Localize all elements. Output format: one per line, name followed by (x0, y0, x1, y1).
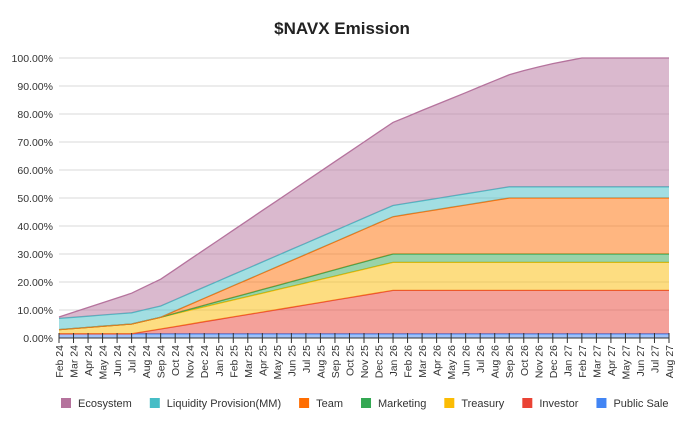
y-tick-label: 0.00% (23, 333, 53, 345)
y-tick-label: 100.00% (12, 53, 53, 65)
x-tick-label: Jan 26 (388, 345, 400, 377)
x-tick-label: Sep 25 (330, 345, 342, 378)
x-tick-label: Mar 27 (591, 345, 603, 378)
legend-label: Public Sale (613, 398, 668, 410)
x-tick-label: Mar 24 (69, 345, 81, 378)
legend-label: Team (316, 398, 343, 410)
legend-swatch (444, 398, 455, 408)
legend-label: Treasury (461, 398, 504, 410)
x-tick-label: Jun 27 (635, 345, 647, 377)
legend-item[interactable]: Marketing (361, 398, 426, 410)
x-tick-label: Apr 24 (83, 345, 95, 376)
x-tick-label: Jan 27 (562, 345, 574, 377)
x-tick-label: Apr 27 (606, 345, 618, 376)
x-tick-label: Sep 26 (504, 345, 516, 378)
x-tick-label: Jun 25 (286, 345, 298, 377)
x-tick-label: Nov 26 (533, 345, 545, 378)
area-ecosystem (59, 58, 669, 319)
legend: Ecosystem Liquidity Provision(MM) Team Mark… (61, 398, 669, 410)
x-tick-label: Aug 25 (315, 345, 327, 378)
line-ecosystem (58, 57, 669, 318)
y-tick-label: 70.00% (17, 137, 53, 149)
x-tick-label: Dec 25 (374, 345, 386, 378)
x-tick-label: Feb 26 (403, 345, 415, 378)
x-axis: Feb 24 Mar 24 Apr 24 May 24 Jun 24 Jul 24 Aug … (54, 333, 676, 379)
legend-item[interactable]: Investor (522, 398, 579, 410)
x-tick-label: Apr 25 (257, 345, 269, 376)
y-tick-label: 80.00% (17, 109, 53, 121)
legend-swatch (299, 398, 310, 408)
x-tick-label: Nov 24 (185, 345, 197, 378)
y-tick-label: 50.00% (17, 193, 53, 205)
legend-swatch (361, 398, 372, 408)
legend-label: Marketing (378, 398, 426, 410)
x-tick-label: Aug 26 (490, 345, 502, 378)
x-tick-label: Jul 25 (301, 345, 313, 373)
x-tick-label: Jun 24 (112, 345, 124, 377)
y-axis: 0.00% 10.00% 20.00% 30.00% 40.00% 50.00% 60.00… (12, 53, 53, 345)
y-tick-label: 40.00% (17, 221, 53, 233)
x-tick-label: May 27 (620, 345, 632, 380)
x-tick-label: Jul 27 (649, 345, 661, 373)
x-tick-label: Dec 26 (548, 345, 560, 378)
legend-item[interactable]: Team (299, 398, 343, 410)
x-tick-label: Aug 27 (664, 345, 676, 378)
area-treasury (59, 262, 669, 334)
x-tick-label: Jul 24 (127, 345, 139, 373)
chart-title: $NAVX Emission (274, 19, 410, 38)
y-tick-label: 10.00% (17, 305, 53, 317)
x-tick-label: May 26 (446, 345, 458, 380)
x-tick-label: May 25 (272, 345, 284, 380)
y-tick-label: 90.00% (17, 81, 53, 93)
x-tick-label: Feb 24 (54, 345, 66, 378)
x-tick-label: Feb 25 (228, 345, 240, 378)
x-tick-label: Aug 24 (141, 345, 153, 378)
x-tick-label: Mar 25 (243, 345, 255, 378)
legend-swatch (596, 398, 607, 408)
x-tick-label: Mar 26 (417, 345, 429, 378)
legend-swatch (522, 398, 533, 408)
x-tick-label: Dec 24 (199, 345, 211, 378)
legend-swatch (61, 398, 71, 408)
area-team (59, 198, 669, 330)
x-tick-label: Oct 25 (344, 345, 356, 376)
y-tick-label: 60.00% (17, 165, 53, 177)
legend-item[interactable]: Liquidity Provision(MM) (149, 398, 281, 410)
legend-label: Investor (539, 398, 578, 410)
legend-item[interactable]: Ecosystem (61, 398, 132, 410)
x-tick-label: Jun 26 (461, 345, 473, 377)
area-investor (59, 290, 669, 334)
area-marketing (59, 254, 669, 330)
legend-label: Liquidity Provision(MM) (167, 398, 281, 410)
y-tick-label: 30.00% (17, 249, 53, 261)
x-tick-label: Feb 27 (577, 345, 589, 378)
y-tick-label: 20.00% (17, 277, 53, 289)
legend-item[interactable]: Treasury (444, 398, 505, 410)
x-tick-label: Oct 24 (170, 345, 182, 376)
x-tick-label: Oct 26 (519, 345, 531, 376)
x-tick-label: Nov 25 (359, 345, 371, 378)
legend-label: Ecosystem (78, 398, 132, 410)
legend-item[interactable]: Public Sale (596, 398, 669, 410)
x-tick-label: Apr 26 (432, 345, 444, 376)
legend-swatch (149, 398, 160, 408)
x-tick-label: Sep 24 (156, 345, 168, 378)
x-tick-label: May 24 (98, 345, 110, 380)
area-liquidity-provision-mm (59, 186, 669, 330)
x-tick-label: Jul 26 (475, 345, 487, 373)
x-tick-label: Jan 25 (214, 345, 226, 377)
